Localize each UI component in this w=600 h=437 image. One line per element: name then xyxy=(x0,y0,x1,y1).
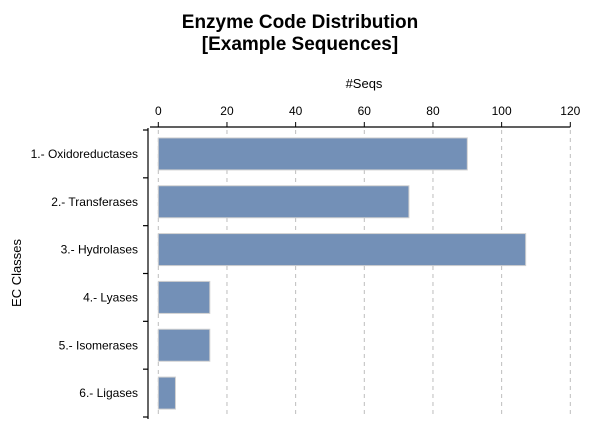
y-tick-label: 2.- Transferases xyxy=(51,195,138,209)
x-tick-label: 20 xyxy=(220,104,234,118)
bar-4 xyxy=(157,280,211,314)
y-tick-label: 1.- Oxidoreductases xyxy=(31,147,138,161)
x-tick-label: 120 xyxy=(560,104,580,118)
x-axis-label: #Seqs xyxy=(346,76,383,91)
bar-3 xyxy=(157,233,527,267)
x-tick-label: 80 xyxy=(426,104,440,118)
x-tick-label: 100 xyxy=(492,104,512,118)
y-tick-label: 6.- Ligases xyxy=(79,386,138,400)
bar-6 xyxy=(157,376,176,410)
x-tick-label: 0 xyxy=(155,104,162,118)
y-tick-label: 3.- Hydrolases xyxy=(61,243,138,257)
bar-1 xyxy=(157,137,468,171)
chart-title-line-2: [Example Sequences] xyxy=(202,34,398,55)
x-tick-label: 40 xyxy=(289,104,303,118)
chart-title-line-1: Enzyme Code Distribution xyxy=(182,12,418,33)
x-tick-label: 60 xyxy=(358,104,372,118)
bar-2 xyxy=(157,185,410,219)
bar-5 xyxy=(157,328,211,362)
y-tick-label: 4.- Lyases xyxy=(83,290,138,304)
y-tick-label: 5.- Isomerases xyxy=(59,338,138,352)
y-axis-label: EC Classes xyxy=(9,239,24,307)
